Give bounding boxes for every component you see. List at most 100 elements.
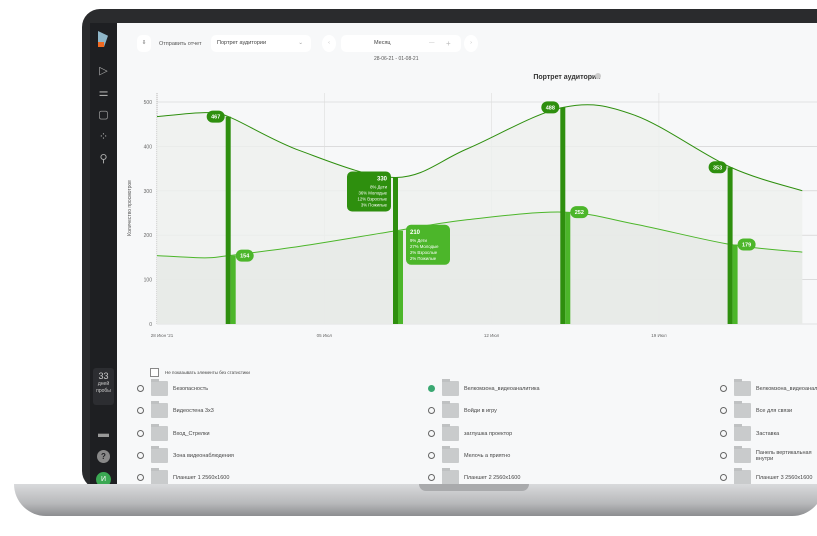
radio-button[interactable] — [137, 385, 144, 392]
series-line — [156, 211, 803, 259]
radio-button[interactable] — [137, 407, 144, 414]
list-item[interactable]: Видеостена 3x3 — [137, 401, 214, 419]
x-tick-label: 05 Июл — [317, 333, 333, 338]
logo — [98, 31, 108, 47]
folder-icon — [151, 379, 168, 396]
folder-icon — [151, 468, 168, 484]
radio-button[interactable] — [720, 407, 727, 414]
radio-button[interactable] — [720, 452, 727, 459]
list-item[interactable]: Вход_Стрелки — [137, 424, 210, 442]
chart-title: Портрет аудитории — [533, 74, 600, 81]
bar-upper — [225, 116, 231, 324]
list-item[interactable]: Безопасность — [137, 379, 208, 397]
radio-button[interactable] — [720, 474, 727, 481]
folder-icon — [442, 379, 459, 396]
radio-button[interactable] — [428, 474, 435, 481]
avatar[interactable]: И — [96, 472, 111, 484]
filters-icon[interactable]: ⚌ — [98, 87, 109, 99]
app-screen: ▷ ⚌ ▢ ⁘ ⚲ 33 дней пробы ▬ ? И ⇩ Отправить … — [90, 23, 817, 484]
list-item[interactable]: Велкомзона_видеоаналитика — [720, 379, 817, 397]
list-item[interactable]: Планшет 2 2560x1600 — [428, 468, 521, 484]
sidebar: ▷ ⚌ ▢ ⁘ ⚲ 33 дней пробы ▬ ? И — [90, 23, 117, 484]
item-label: Планшет 2 2560x1600 — [464, 474, 521, 481]
item-label: Велкомзона_видеоаналитика — [756, 385, 817, 392]
series-area — [157, 212, 803, 324]
item-label: Видеостена 3x3 — [173, 407, 214, 414]
folder-icon — [442, 468, 459, 484]
folder-icon — [442, 446, 459, 463]
list-item[interactable]: Планшет 3 2560x1600 — [720, 468, 813, 484]
list-item[interactable]: Панель вертикальная внутри — [720, 446, 817, 464]
folder-icon — [734, 468, 751, 484]
trial-label: дней — [97, 381, 110, 387]
x-tick-label: 19 Июл — [651, 333, 667, 338]
date-range: 28-06-21 - 01-08-21 — [374, 56, 419, 62]
item-label: Планшет 3 2560x1600 — [756, 474, 813, 481]
radio-button[interactable] — [137, 430, 144, 437]
item-label: Велкомзона_видеоаналитика — [464, 385, 540, 392]
list-item[interactable]: Велкомзона_видеоаналитика — [428, 379, 540, 397]
list-item[interactable]: Планшет 1 2560x1600 — [137, 468, 230, 484]
chevron-down-icon: ⌄ — [298, 40, 303, 46]
download-icon[interactable]: ⇩ — [137, 35, 151, 52]
period-control: Месяц — + — [341, 35, 461, 52]
folder-icon — [733, 446, 751, 463]
item-label: Планшет 1 2560x1600 — [173, 474, 230, 481]
loader-icon[interactable]: ⁘ — [98, 131, 109, 143]
prev-period-button[interactable]: ‹ — [322, 35, 336, 52]
value-badge — [737, 238, 756, 251]
laptop-base — [14, 484, 817, 516]
folder-icon — [151, 401, 168, 418]
y-tick-label: 200 — [144, 233, 153, 239]
play-icon[interactable]: ▷ — [99, 65, 108, 77]
item-label: Мелочь а приятно — [464, 452, 511, 459]
radio-button[interactable] — [428, 430, 435, 437]
list-item[interactable]: Войди в игру — [428, 401, 497, 419]
x-tick-label: 12 Июл — [484, 333, 500, 338]
zoom-in-button[interactable]: + — [446, 39, 451, 48]
report-select[interactable]: Портрет аудитории ⌄ — [211, 35, 311, 52]
trial-badge: 33 дней пробы — [93, 368, 114, 405]
tooltip-breakdown: 3% Пожилые — [361, 202, 388, 207]
value-label: 467 — [211, 115, 220, 121]
checkbox[interactable] — [150, 368, 159, 377]
radio-button[interactable] — [428, 407, 435, 414]
item-label: заглушка проектор — [464, 430, 513, 437]
bar-upper — [560, 107, 566, 324]
monitor-icon[interactable]: ▬ — [98, 428, 109, 440]
value-label: 488 — [546, 105, 555, 111]
radio-button[interactable] — [720, 430, 727, 437]
period-label: Месяц — [374, 40, 391, 46]
hide-empty-checkbox[interactable]: Не показывать элементы без статистики — [150, 364, 250, 381]
bar-lower — [398, 230, 403, 324]
tooltip-breakdown: 2% Пожилые — [410, 256, 437, 261]
value-badge — [541, 101, 560, 114]
radio-button[interactable] — [428, 452, 435, 459]
radio-button[interactable] — [428, 385, 435, 392]
bar-lower — [230, 255, 236, 324]
folder-icon — [734, 401, 751, 418]
laptop-notch — [419, 484, 529, 491]
value-label: 353 — [713, 165, 722, 171]
document-icon[interactable]: ▢ — [98, 109, 109, 121]
list-item[interactable]: Мелочь а приятно — [428, 446, 511, 464]
radio-button[interactable] — [137, 474, 144, 481]
value-label: 252 — [575, 210, 584, 216]
radio-button[interactable] — [720, 385, 727, 392]
user-icon[interactable]: ⚲ — [99, 153, 108, 165]
value-badge — [235, 249, 254, 262]
radio-button[interactable] — [137, 452, 144, 459]
help-icon[interactable]: ? — [97, 450, 110, 463]
next-period-button[interactable]: › — [464, 35, 478, 52]
item-label: Заставка — [756, 430, 780, 437]
list-item[interactable]: заглушка проектор — [428, 424, 513, 442]
info-icon — [595, 73, 601, 79]
send-report-button[interactable]: Отправить отчет — [159, 41, 202, 47]
list-item[interactable]: Заставка — [720, 424, 780, 442]
list-item[interactable]: Зона видеонаблюдения — [137, 446, 234, 464]
y-tick-label: 100 — [144, 278, 153, 284]
y-tick-label: 0 — [149, 322, 152, 328]
zoom-out-button[interactable]: — — [429, 40, 435, 46]
list-item[interactable]: Все для связи — [720, 401, 792, 419]
item-label: Вход_Стрелки — [173, 430, 210, 437]
